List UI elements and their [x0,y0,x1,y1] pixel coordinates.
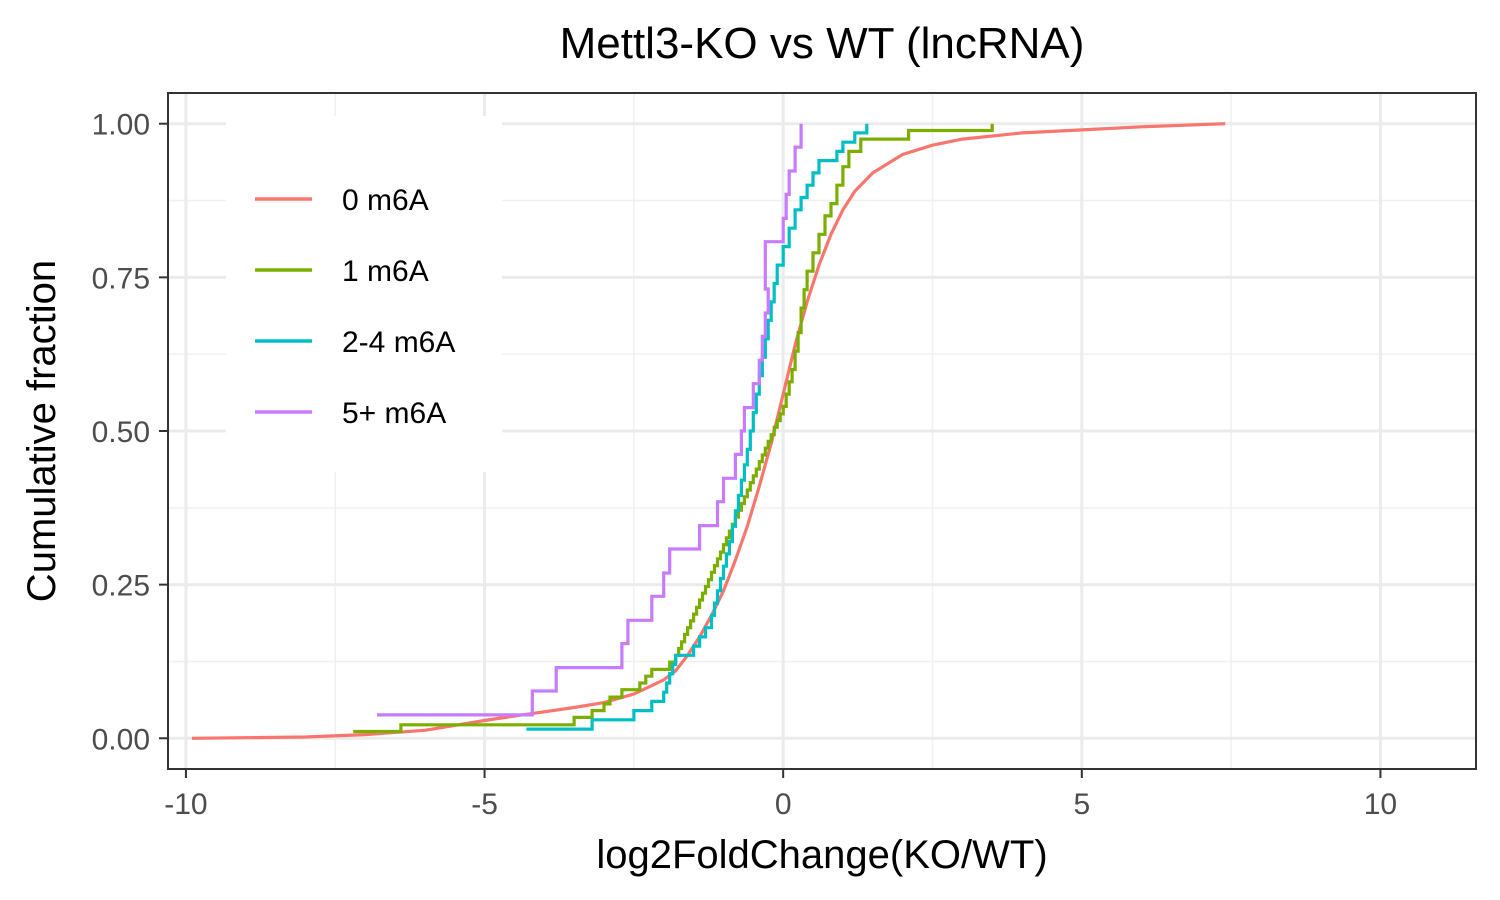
x-tick-label: 5 [1073,788,1090,821]
y-tick-label: 0.00 [92,723,150,756]
legend-label: 2-4 m6A [342,326,455,359]
x-tick-label: 10 [1364,788,1397,821]
series-line-3 [526,123,869,731]
x-tick-label: -5 [471,788,498,821]
series-layer [191,122,1226,740]
x-axis-label: log2FoldChange(KO/WT) [596,833,1047,877]
x-tick-label: -10 [164,788,207,821]
series-line-4 [377,123,803,717]
y-axis: 0.00 0.25 0.50 0.75 1.00 [92,109,168,756]
legend: 0 m6A 1 m6A 2-4 m6A 5+ m6A [226,116,502,472]
legend-label: 0 m6A [342,184,429,217]
y-axis-label: Cumulative fraction [20,260,64,602]
series-line-1 [191,122,1226,740]
grid [168,93,1476,769]
y-tick-label: 0.75 [92,262,150,295]
chart-title: Mettl3-KO vs WT (lncRNA) [560,19,1085,68]
legend-label: 1 m6A [342,255,429,288]
y-tick-label: 1.00 [92,109,150,142]
legend-label: 5+ m6A [342,397,446,430]
y-tick-label: 0.25 [92,570,150,603]
y-tick-label: 0.50 [92,416,150,449]
x-tick-label: 0 [775,788,792,821]
x-axis: -10 -5 0 5 10 [164,769,1397,821]
